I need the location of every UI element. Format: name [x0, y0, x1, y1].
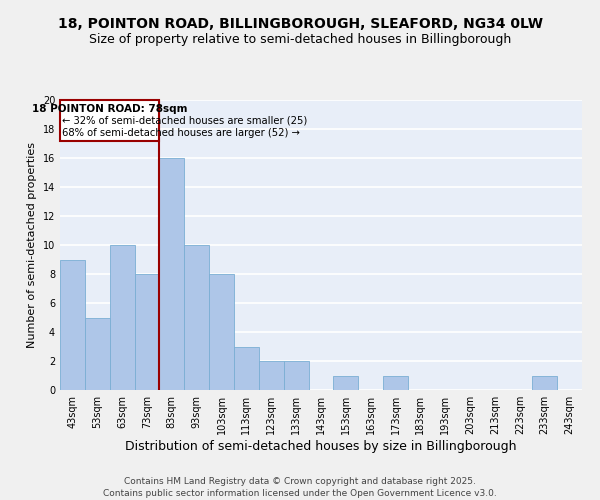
Bar	[209, 274, 234, 390]
Text: 18, POINTON ROAD, BILLINGBOROUGH, SLEAFORD, NG34 0LW: 18, POINTON ROAD, BILLINGBOROUGH, SLEAFO…	[58, 18, 542, 32]
Bar	[532, 376, 557, 390]
Bar	[334, 376, 358, 390]
Text: Contains public sector information licensed under the Open Government Licence v3: Contains public sector information licen…	[103, 489, 497, 498]
Bar	[234, 346, 259, 390]
Bar	[184, 245, 209, 390]
Text: 18 POINTON ROAD: 78sqm: 18 POINTON ROAD: 78sqm	[32, 104, 187, 114]
Bar	[134, 274, 160, 390]
Bar	[383, 376, 408, 390]
Bar	[284, 361, 308, 390]
FancyBboxPatch shape	[60, 100, 160, 140]
Text: Contains HM Land Registry data © Crown copyright and database right 2025.: Contains HM Land Registry data © Crown c…	[124, 478, 476, 486]
Text: Size of property relative to semi-detached houses in Billingborough: Size of property relative to semi-detach…	[89, 32, 511, 46]
Text: 68% of semi-detached houses are larger (52) →: 68% of semi-detached houses are larger (…	[62, 128, 300, 138]
Bar	[85, 318, 110, 390]
X-axis label: Distribution of semi-detached houses by size in Billingborough: Distribution of semi-detached houses by …	[125, 440, 517, 453]
Text: ← 32% of semi-detached houses are smaller (25): ← 32% of semi-detached houses are smalle…	[62, 115, 307, 125]
Bar	[60, 260, 85, 390]
Bar	[110, 245, 134, 390]
Bar	[259, 361, 284, 390]
Y-axis label: Number of semi-detached properties: Number of semi-detached properties	[27, 142, 37, 348]
Bar	[160, 158, 184, 390]
